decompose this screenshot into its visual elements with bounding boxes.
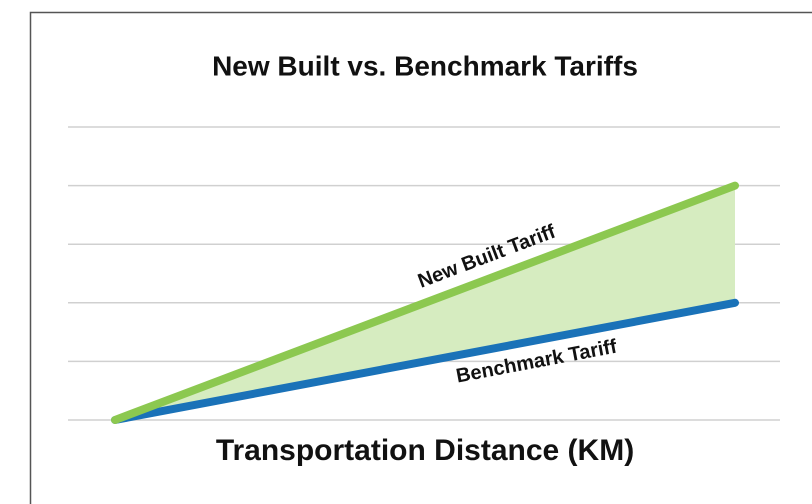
series-line <box>111 181 739 424</box>
chart-title: New Built vs. Benchmark Tariffs <box>212 50 638 81</box>
series-line <box>111 298 739 424</box>
x-axis-label: Transportation Distance (KM) <box>216 434 634 467</box>
